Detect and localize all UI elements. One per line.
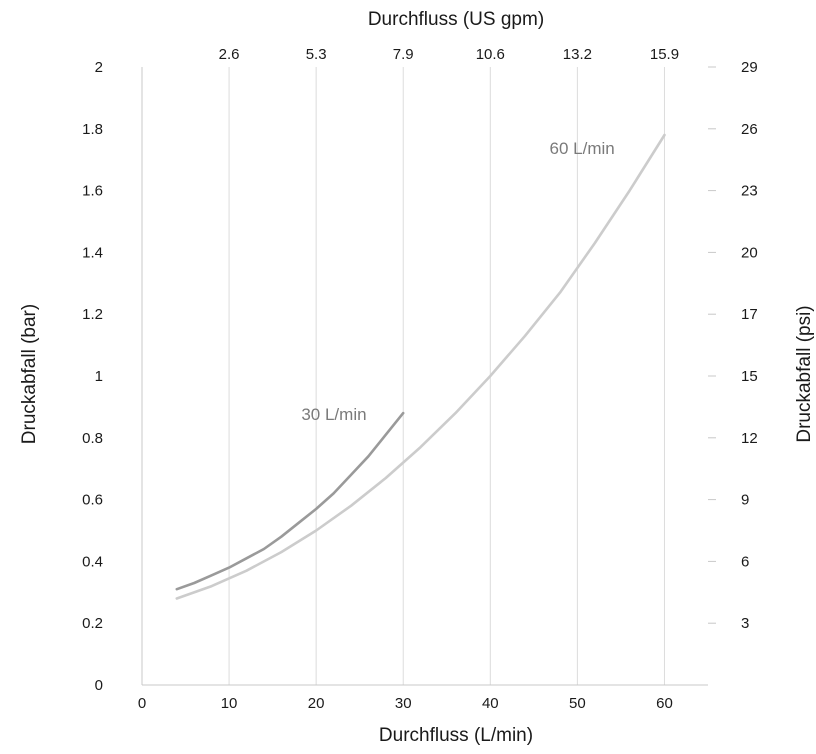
series-layer [175, 133, 666, 600]
x2-axis-title: Durchfluss (US gpm) [368, 9, 544, 30]
x2-tick-label: 10.6 [476, 46, 505, 63]
y-tick-label: 0 [95, 677, 103, 694]
y-tick-label: 1.6 [82, 183, 103, 200]
x-tick-label: 10 [221, 695, 238, 712]
y2-axis-title: Druckabfall (psi) [794, 305, 815, 442]
series-line [175, 133, 666, 600]
series-label-60: 60 L/min [550, 139, 615, 158]
x2-tick-label: 13.2 [563, 46, 592, 63]
y-tick-label: 1 [95, 368, 103, 385]
series-line [175, 411, 405, 591]
y2-tick-label: 15 [741, 368, 758, 385]
y2-tick-label: 17 [741, 306, 758, 323]
x-tick-label: 30 [395, 695, 412, 712]
y-tick-label: 1.2 [82, 306, 103, 323]
axis-layer [141, 66, 716, 686]
x2-tick-label: 5.3 [306, 46, 327, 63]
y-tick-label: 2 [95, 59, 103, 76]
tick-layer: 0 10 20 30 40 50 602.6 5.3 7.9 10.6 13.2 15.900.20.… [82, 46, 758, 712]
x-tick-label: 20 [308, 695, 325, 712]
y2-tick-label: 23 [741, 183, 758, 200]
y-tick-label: 0.8 [82, 430, 103, 447]
y-tick-label: 0.2 [82, 615, 103, 632]
y-tick-label: 0.6 [82, 492, 103, 509]
x2-tick-label: 7.9 [393, 46, 414, 63]
y2-tick-label: 20 [741, 244, 758, 261]
grid-layer [228, 67, 665, 685]
y2-tick-label: 29 [741, 59, 758, 76]
x2-tick-label: 2.6 [219, 46, 240, 63]
y2-tick-label: 6 [741, 553, 749, 570]
y2-tick-label: 12 [741, 430, 758, 447]
y2-tick-label: 3 [741, 615, 749, 632]
x-tick-label: 40 [482, 695, 499, 712]
x-tick-label: 0 [138, 695, 146, 712]
y-tick-label: 1.4 [82, 244, 103, 261]
x-axis-title: Durchfluss (L/min) [379, 725, 533, 746]
y2-tick-label: 26 [741, 121, 758, 138]
y-axis-title: Druckabfall (bar) [19, 304, 40, 444]
y-tick-label: 1.8 [82, 121, 103, 138]
x2-tick-label: 15.9 [650, 46, 679, 63]
x-tick-label: 50 [569, 695, 586, 712]
series-label-30: 30 L/min [301, 405, 366, 424]
y-tick-label: 0.4 [82, 553, 103, 570]
x-tick-label: 60 [656, 695, 673, 712]
y2-tick-label: 9 [741, 492, 749, 509]
